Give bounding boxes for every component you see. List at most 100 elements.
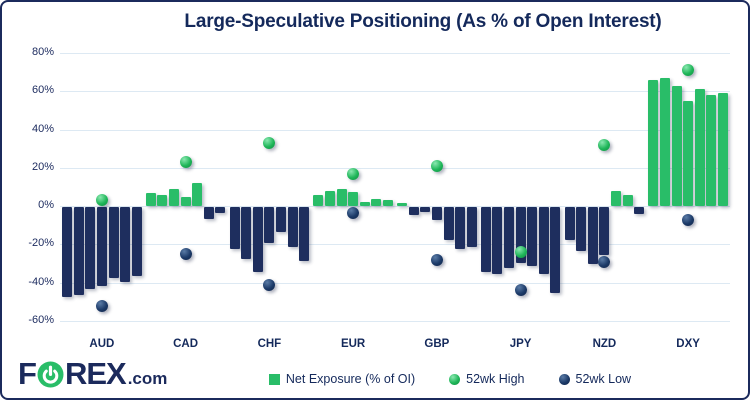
- gridline-80: [60, 53, 730, 54]
- y-tick-label: -40%: [28, 276, 54, 288]
- bar-CHF-1: [229, 207, 240, 250]
- y-tick-label: 20%: [31, 161, 54, 173]
- bar-EUR-2: [324, 190, 335, 207]
- dot-52wk-high-NZD: [598, 138, 611, 151]
- bar-GBP-3: [420, 207, 431, 212]
- dot-52wk-low-DXY: [682, 213, 695, 226]
- bar-CHF-7: [299, 207, 310, 261]
- gridline-40: [60, 130, 730, 131]
- bar-AUD-7: [131, 207, 142, 276]
- gridline--20: [60, 244, 730, 245]
- x-axis-label-NZD: NZD: [592, 338, 617, 350]
- bar-GBP-1: [397, 203, 408, 207]
- gridline--60: [60, 321, 730, 322]
- bar-CAD-1: [145, 192, 156, 207]
- gridline-60: [60, 91, 730, 92]
- bar-NZD-3: [587, 207, 598, 265]
- forex-logo: F REX .com: [18, 356, 167, 392]
- bar-EUR-7: [382, 200, 393, 207]
- bar-CHF-5: [276, 207, 286, 232]
- legend-label-52wk-high: 52wk High: [466, 372, 525, 386]
- y-tick-label: -60%: [28, 314, 54, 326]
- logo-text-rex: REX: [64, 356, 127, 391]
- gridline-20: [60, 168, 730, 169]
- 52wk-high-dot-icon: [449, 373, 461, 385]
- x-axis-label-GBP: GBP: [424, 338, 450, 350]
- bar-NZD-5: [611, 190, 621, 207]
- x-axis-label-DXY: DXY: [676, 338, 700, 350]
- x-axis-label-JPY: JPY: [509, 338, 532, 350]
- bar-CAD-3: [169, 188, 179, 207]
- dot-52wk-low-NZD: [598, 255, 611, 268]
- bar-EUR-3: [336, 188, 347, 207]
- bar-AUD-1: [62, 207, 73, 298]
- bar-AUD-4: [96, 207, 107, 286]
- x-axis-label-CAD: CAD: [173, 338, 199, 350]
- legend-label-net-exposure: Net Exposure (% of OI): [285, 372, 416, 386]
- logo-text-f: F: [18, 356, 37, 391]
- bar-GBP-4: [431, 207, 442, 221]
- dot-52wk-high-CHF: [263, 137, 276, 149]
- bar-GBP-7: [466, 207, 477, 248]
- bar-CHF-2: [241, 207, 252, 259]
- dot-52wk-high-GBP: [430, 159, 443, 172]
- bar-DXY-2: [659, 77, 670, 207]
- bar-DXY-6: [706, 95, 717, 207]
- dot-52wk-low-GBP: [430, 253, 443, 266]
- bar-JPY-2: [492, 207, 503, 275]
- bar-DXY-4: [683, 100, 694, 207]
- bar-CAD-5: [192, 183, 203, 207]
- 52wk-low-dot-icon: [558, 373, 570, 385]
- bar-CAD-2: [157, 194, 168, 207]
- bar-CAD-7: [215, 207, 226, 213]
- bar-AUD-6: [120, 207, 131, 282]
- bar-AUD-3: [85, 207, 96, 290]
- chart-legend: Net Exposure (% of OI) 52wk High 52wk Lo…: [152, 372, 748, 386]
- legend-label-52wk-low: 52wk Low: [575, 372, 632, 386]
- chart-title: Large-Speculative Positioning (As % of O…: [184, 11, 662, 32]
- dot-52wk-low-AUD: [95, 299, 108, 312]
- bar-CHF-3: [252, 207, 263, 273]
- bar-CAD-4: [180, 196, 191, 207]
- bar-NZD-7: [634, 207, 645, 214]
- bar-JPY-7: [550, 207, 561, 294]
- bar-EUR-4: [348, 191, 359, 207]
- legend-item-52wk-high: 52wk High: [449, 372, 525, 386]
- x-axis-label-EUR: EUR: [340, 338, 366, 350]
- bar-JPY-5: [527, 207, 538, 267]
- y-tick-label: 0%: [38, 199, 54, 211]
- dot-52wk-high-EUR: [347, 167, 360, 180]
- net-exposure-swatch-icon: [268, 373, 280, 385]
- dot-52wk-low-CHF: [263, 278, 276, 291]
- gridline--40: [60, 283, 730, 284]
- bar-JPY-6: [538, 207, 549, 275]
- y-tick-label: 40%: [31, 123, 54, 135]
- bar-NZD-1: [564, 207, 575, 240]
- bar-GBP-2: [408, 207, 419, 215]
- gridline-0: [60, 206, 730, 207]
- bar-CAD-6: [203, 207, 214, 219]
- bar-CHF-6: [287, 207, 298, 248]
- power-icon: [37, 361, 64, 388]
- bar-NZD-6: [622, 194, 633, 207]
- bar-JPY-4: [515, 207, 526, 263]
- dot-52wk-high-CAD: [179, 156, 192, 169]
- bar-DXY-1: [648, 79, 659, 207]
- x-axis-label-CHF: CHF: [257, 338, 282, 350]
- y-tick-label: 60%: [31, 84, 54, 96]
- bar-NZD-2: [576, 207, 587, 252]
- bar-DXY-3: [671, 85, 682, 207]
- dot-52wk-high-AUD: [95, 194, 108, 207]
- bar-JPY-1: [480, 207, 491, 273]
- bar-AUD-5: [108, 207, 119, 278]
- dot-52wk-low-JPY: [514, 284, 527, 297]
- bar-CHF-4: [264, 207, 275, 244]
- bar-EUR-5: [359, 202, 370, 207]
- y-tick-label: 80%: [31, 46, 54, 58]
- bar-DXY-7: [717, 93, 728, 207]
- dot-52wk-low-CAD: [179, 248, 192, 260]
- bar-EUR-1: [313, 194, 324, 207]
- bar-NZD-4: [599, 207, 610, 255]
